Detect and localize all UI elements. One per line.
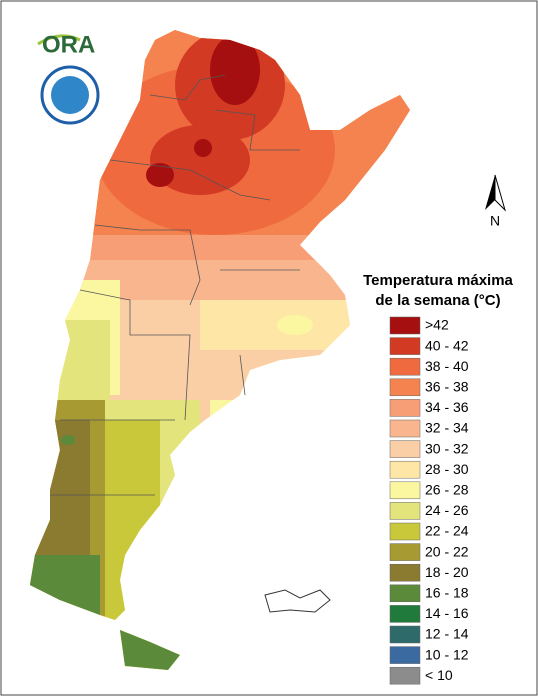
- legend-swatch: [389, 625, 421, 644]
- temperature-zone: [61, 435, 75, 445]
- temperature-zone: [200, 300, 350, 350]
- legend-swatch: [389, 646, 421, 664]
- temperature-zone: [210, 35, 260, 105]
- legend: Temperatura máxima de la semana (°C) >42…: [363, 272, 514, 685]
- legend-swatch: [389, 522, 421, 541]
- emblem-center: [51, 76, 89, 114]
- legend-swatch: [389, 563, 421, 582]
- legend-label: 34 - 36: [425, 399, 469, 415]
- legend-swatch: [389, 584, 421, 603]
- legend-swatch: [389, 419, 421, 438]
- legend-label: 18 - 20: [425, 564, 469, 580]
- province-borders: [50, 74, 300, 496]
- legend-label: 10 - 12: [425, 646, 469, 662]
- legend-swatch: [389, 378, 421, 397]
- legend-swatch: [389, 337, 421, 355]
- legend-swatch: [389, 666, 421, 685]
- temperature-zone: [150, 125, 250, 195]
- legend-title: Temperatura máxima: [363, 272, 513, 289]
- legend-swatch: [389, 502, 421, 520]
- legend-swatch: [389, 357, 421, 376]
- legend-label: 12 - 14: [425, 626, 469, 642]
- legend-label: 22 - 24: [425, 523, 469, 539]
- logo: ORA: [37, 31, 100, 125]
- legend-title: de la semana (°C): [375, 292, 500, 309]
- legend-label: 16 - 18: [425, 585, 469, 601]
- temperature-zone: [194, 139, 212, 157]
- legend-label: 26 - 28: [425, 482, 469, 498]
- legend-label: 38 - 40: [425, 358, 469, 374]
- compass: N: [485, 174, 507, 229]
- legend-swatch: [389, 316, 421, 335]
- legend-label: 32 - 34: [425, 420, 469, 436]
- temperature-zone: [146, 163, 174, 187]
- legend-label: 30 - 32: [425, 440, 469, 456]
- legend-label: 24 - 26: [425, 502, 469, 518]
- legend-label: >42: [425, 317, 449, 333]
- legend-label: < 10: [425, 667, 453, 683]
- legend-swatch: [389, 605, 421, 623]
- legend-label: 14 - 16: [425, 605, 469, 621]
- legend-label: 28 - 30: [425, 461, 469, 477]
- legend-swatch: [389, 460, 421, 479]
- legend-label: 20 - 22: [425, 543, 469, 559]
- legend-swatch: [389, 481, 421, 500]
- temperature-zone: [277, 315, 313, 335]
- legend-swatch: [389, 399, 421, 417]
- compass-label: N: [490, 213, 500, 229]
- legend-swatch: [389, 543, 421, 561]
- legend-swatch: [389, 440, 421, 458]
- islands: [264, 589, 331, 613]
- legend-label: 40 - 42: [425, 337, 469, 353]
- legend-label: 36 - 38: [425, 379, 469, 395]
- logo-text: ORA: [42, 31, 95, 58]
